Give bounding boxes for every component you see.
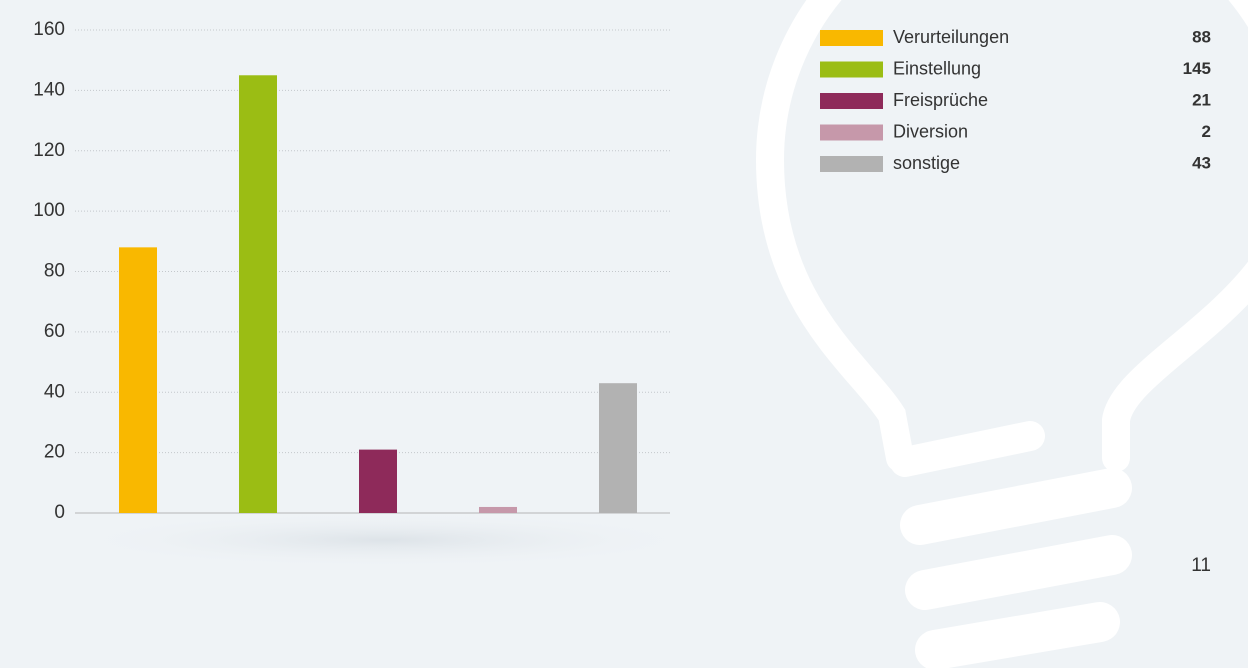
legend-swatch [820,156,883,172]
legend-swatch [820,30,883,46]
shadow [65,512,705,568]
y-tick-label: 140 [33,79,65,100]
bar [479,507,517,513]
legend-value: 88 [1192,27,1211,46]
legend-value: 2 [1202,122,1211,141]
y-tick-label: 80 [44,261,65,282]
bar [359,450,397,513]
y-tick-label: 20 [44,442,65,463]
y-tick-label: 40 [44,381,65,402]
y-tick-label: 100 [33,200,65,221]
y-tick-label: 120 [33,140,65,161]
y-tick-label: 160 [33,19,65,40]
legend-label: Verurteilungen [893,27,1009,47]
bar [599,383,637,513]
legend-swatch [820,93,883,109]
page: {"chart_data": {"type": "bar", "categori… [0,0,1248,668]
y-tick-label: 0 [54,502,65,523]
legend-label: Einstellung [893,58,981,78]
legend: Verurteilungen 88 Einstellung 145 Freisprüch… [820,27,1211,173]
legend-swatch [820,125,883,141]
legend-label: sonstige [893,153,960,173]
legend-label: Freisprüche [893,90,988,110]
legend-value: 43 [1192,153,1211,172]
legend-value: 21 [1192,90,1211,109]
legend-value: 145 [1183,59,1211,78]
page-number: 11 [1191,555,1211,576]
legend-label: Diversion [893,121,968,141]
slide: 0 20 40 60 80 100 120 140 160 Verurteilungen 88 Ei… [0,0,1248,668]
bar [119,247,157,513]
bar [239,75,277,513]
y-tick-label: 60 [44,321,65,342]
legend-swatch [820,62,883,78]
chart: 0 20 40 60 80 100 120 140 160 [33,19,670,523]
